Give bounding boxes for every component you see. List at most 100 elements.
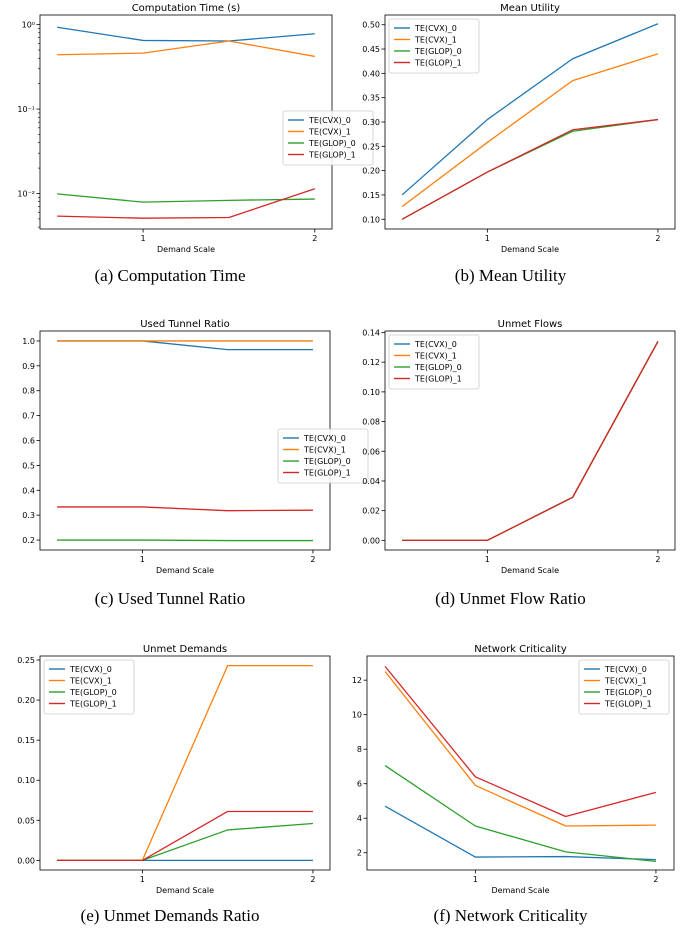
legend-entry: TE(CVX)_0: [303, 434, 346, 443]
x-tick-label: 2: [655, 555, 660, 564]
chart-title: Computation Time (s): [132, 3, 241, 14]
series-line-te-glop-1: [384, 665, 657, 818]
y-tick-label: 0.15: [17, 736, 35, 745]
y-tick-label: 0.20: [17, 696, 35, 705]
y-tick-label: 0.15: [362, 191, 380, 200]
legend-entry: TE(GLOP)_0: [303, 457, 351, 466]
legend-entry: TE(GLOP)_1: [414, 59, 462, 68]
legend-entry: TE(CVX)_1: [69, 677, 112, 686]
chart-panel-unmet-demands: Unmet Demands 0.00 0.05 0.10 0.15 0.20 0.25 1 2 D…: [0, 642, 340, 936]
series-line-te-glop-1: [402, 341, 659, 542]
x-tick-label: 2: [310, 875, 315, 884]
chart-svg-mean-utility: Mean Utility 0.10 0.15 0.20 0.25 0.30 0.35 0.40…: [362, 3, 676, 254]
y-tick-label: 0.30: [362, 118, 380, 127]
x-tick-label: 1: [141, 234, 146, 243]
chart-caption: (d) Unmet Flow Ratio: [435, 589, 586, 608]
series-line-te-cvx-0: [401, 23, 659, 196]
legend-entry: TE(GLOP)_1: [308, 151, 356, 160]
y-tick-label: 0.04: [362, 477, 380, 486]
y-tick-label: 0.4: [22, 486, 35, 495]
chart-caption: (b) Mean Utility: [454, 266, 567, 285]
series-line-te-glop-1: [57, 188, 316, 219]
series-line-te-glop-0: [384, 765, 657, 863]
series-line-te-glop-1: [57, 810, 313, 862]
x-axis-label: Demand Scale: [501, 245, 559, 254]
legend-entry: TE(GLOP)_1: [604, 700, 652, 709]
x-tick-label: 2: [312, 234, 317, 243]
legend-entry: TE(GLOP)_0: [414, 47, 462, 56]
y-tick-label: 10⁻¹: [17, 105, 35, 114]
y-tick-label: 0.10: [17, 776, 35, 785]
legend-entry: TE(CVX)_0: [414, 340, 457, 349]
y-tick-label: 12: [352, 676, 362, 685]
chart-caption: (a) Computation Time: [94, 266, 246, 285]
x-tick-label: 1: [485, 555, 490, 564]
y-tick-label: 0.6: [22, 437, 35, 446]
y-tick-label: 4: [357, 814, 362, 823]
y-tick-label: 0.8: [22, 387, 35, 396]
chart-title: Used Tunnel Ratio: [140, 319, 230, 330]
series-line-te-cvx-1: [384, 671, 656, 827]
chart-caption: (c) Used Tunnel Ratio: [94, 589, 246, 608]
chart-title: Mean Utility: [500, 3, 560, 14]
legend-entry: TE(CVX)_1: [604, 677, 647, 686]
y-tick-label: 0.14: [362, 328, 380, 337]
y-tick-label: 0.05: [17, 816, 35, 825]
series-line-te-glop-0: [57, 193, 315, 203]
plot-frame: [366, 655, 675, 871]
chart-caption: (f) Network Criticality: [433, 906, 588, 925]
y-tick-label: 0.02: [362, 507, 380, 516]
plot-frame: [39, 655, 331, 871]
x-tick-label: 2: [310, 555, 315, 564]
chart-svg-unmet-demands: Unmet Demands 0.00 0.05 0.10 0.15 0.20 0.25 1 2 D…: [17, 644, 331, 895]
chart-caption: (e) Unmet Demands Ratio: [80, 906, 260, 925]
legend-entry: TE(GLOP)_1: [414, 375, 462, 384]
chart-svg-unmet-flows: Unmet Flows 0.00 0.02 0.04 0.06 0.08 0.10 0.12 0…: [362, 319, 676, 575]
legend-entry: TE(CVX)_1: [414, 352, 457, 361]
legend-entry: TE(GLOP)_1: [69, 700, 117, 709]
x-tick-label: 1: [140, 555, 145, 564]
series-line-te-cvx-0: [57, 26, 315, 42]
x-tick-label: 1: [140, 875, 145, 884]
y-tick-label: 0.45: [362, 45, 380, 54]
y-tick-label: 0.9: [22, 362, 35, 371]
legend-box: [578, 659, 670, 715]
chart-panel-unmet-flows: Unmet Flows 0.00 0.02 0.04 0.06 0.08 0.10 0.12 0…: [340, 318, 681, 628]
x-axis-label: Demand Scale: [492, 886, 550, 895]
y-tick-label: 0.10: [362, 215, 380, 224]
x-tick-label: 1: [485, 234, 490, 243]
series-line-te-glop-1: [401, 118, 659, 220]
legend-entry: TE(CVX)_0: [69, 665, 112, 674]
y-tick-label: 0.40: [362, 69, 380, 78]
y-tick-label: 0.35: [362, 94, 380, 103]
y-tick-label: 0.06: [362, 447, 380, 456]
y-tick-label: 0.08: [362, 418, 380, 427]
x-axis-label: Demand Scale: [156, 566, 214, 575]
legend-entry: TE(GLOP)_0: [414, 363, 462, 372]
legend-entry: TE(CVX)_0: [604, 665, 647, 674]
y-tick-label: 0.00: [17, 856, 35, 865]
series-line-te-cvx-0: [384, 805, 656, 861]
legend-entry: TE(CVX)_0: [414, 24, 457, 33]
x-axis-label: Demand Scale: [157, 245, 215, 254]
y-tick-label: 2: [357, 849, 362, 858]
y-tick-label: 8: [357, 745, 362, 754]
legend-entry: TE(CVX)_1: [414, 36, 457, 45]
plot-frame: [384, 330, 676, 551]
y-tick-label: 0.10: [362, 388, 380, 397]
legend-entry: TE(GLOP)_1: [303, 469, 351, 478]
chart-title: Unmet Flows: [498, 319, 563, 330]
y-tick-label: 0.00: [362, 536, 380, 545]
y-tick-label: 1.0: [22, 337, 35, 346]
legend-box: [388, 18, 480, 74]
legend-entry: TE(CVX)_1: [303, 446, 346, 455]
y-tick-label: 10⁰: [22, 21, 35, 30]
legend-box: [43, 659, 135, 715]
legend-box: [282, 110, 374, 166]
series-line-te-cvx-1: [57, 40, 315, 58]
legend-box: [388, 334, 480, 390]
y-tick-label: 0.3: [22, 511, 35, 520]
legend-entry: TE(GLOP)_0: [308, 139, 356, 148]
legend-box: [277, 428, 369, 484]
